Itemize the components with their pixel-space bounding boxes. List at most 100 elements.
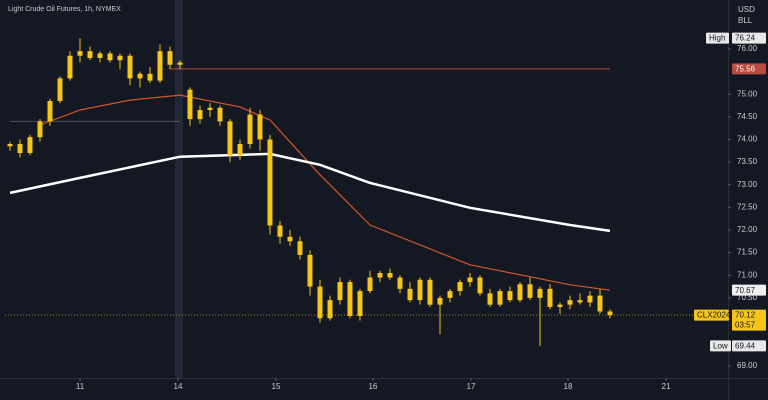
candle-body (137, 73, 143, 79)
high-value-box (732, 32, 766, 44)
low-label-box (710, 340, 731, 352)
x-tick-label: 15 (272, 382, 281, 391)
y-tick-label: 73.50 (737, 157, 758, 166)
y-tick-label: 71.00 (737, 270, 758, 279)
candle-body (287, 236, 293, 242)
last-symbol-box (694, 309, 729, 321)
candle-body (467, 277, 473, 283)
low-label: Low (713, 341, 728, 350)
last-symbol: CLX2024 (697, 311, 731, 320)
y-tick-label: 72.00 (737, 225, 758, 234)
candle-body (177, 62, 183, 65)
candle-body (377, 272, 383, 278)
level-value-box (732, 63, 766, 75)
high-value: 76.24 (735, 34, 756, 43)
candle-body (147, 73, 153, 81)
candle-body (107, 53, 113, 61)
candle-body (417, 279, 423, 301)
candle-body (207, 107, 213, 111)
candle-body (237, 143, 243, 156)
moving-average (9, 152, 611, 233)
session-highlight (175, 0, 183, 378)
candle-body (497, 291, 503, 305)
candle-body (87, 51, 93, 58)
y-tick-label: 71.50 (737, 248, 758, 257)
y-tick-label: 74.00 (737, 135, 758, 144)
candle-body (307, 254, 313, 287)
low-value: 69.44 (735, 341, 756, 350)
candle-body (297, 241, 303, 255)
countdown: 03:57 (735, 321, 756, 330)
candle-body (247, 114, 253, 144)
candle-body (217, 107, 223, 122)
candle-body (567, 300, 573, 305)
ma-value-box (732, 284, 766, 296)
candle-body (577, 300, 583, 303)
candle-body (537, 288, 543, 298)
candle-body (157, 51, 163, 81)
candle-body (457, 282, 463, 292)
candle-body (527, 284, 533, 298)
candle-body (427, 279, 433, 305)
candle-body (557, 304, 563, 307)
y-tick-label: 74.50 (737, 112, 758, 121)
candle-body (37, 121, 43, 138)
candle-body (27, 137, 33, 154)
high-label: High (709, 34, 725, 43)
candle-body (387, 272, 393, 278)
last-value: 70.12 (735, 311, 756, 320)
y-tick-label: 69.00 (737, 361, 758, 370)
level-value: 75.56 (735, 64, 756, 73)
candle-body (7, 143, 13, 147)
candle-body (507, 291, 513, 301)
candle-body (437, 297, 443, 305)
candle-body (67, 55, 73, 79)
candle-body (607, 311, 613, 316)
x-tick-label: 11 (76, 382, 85, 391)
candle-body (277, 225, 283, 237)
y-tick-label: 75.00 (737, 89, 758, 98)
x-tick-label: 21 (662, 382, 671, 391)
high-label-box (706, 32, 729, 44)
last-value-box (732, 309, 766, 321)
x-tick-label: 18 (564, 382, 573, 391)
y-tick-label: 73.00 (737, 180, 758, 189)
candle-body (397, 277, 403, 289)
low-value-box (732, 340, 766, 352)
candle-body (267, 139, 273, 226)
y-tick-label: 76.00 (737, 44, 758, 53)
candle-body (197, 110, 203, 120)
candle-body (47, 100, 53, 122)
x-tick-label: 14 (174, 382, 183, 391)
y-tick-label: 70.50 (737, 293, 758, 302)
candle-body (257, 114, 263, 140)
candle-body (317, 286, 323, 319)
candle-body (587, 295, 593, 303)
candle-body (597, 295, 603, 312)
candle-body (337, 282, 343, 301)
candle-body (187, 89, 193, 120)
x-tick-label: 17 (467, 382, 476, 391)
chart-title: Light Crude Oil Futures, 1h, NYMEX (8, 6, 121, 13)
moving-average (39, 94, 611, 291)
candle-body (127, 55, 133, 79)
candle-body (117, 55, 123, 61)
unit: BLL (738, 16, 753, 25)
candle-body (77, 51, 83, 56)
candle-body (167, 51, 173, 65)
candle-body (487, 293, 493, 305)
candle-body (447, 291, 453, 298)
y-tick-label: 72.50 (737, 202, 758, 211)
currency: USD (738, 5, 755, 14)
candle-body (57, 78, 63, 101)
ma-value: 70.67 (735, 286, 756, 295)
candle-body (477, 277, 483, 294)
candle-body (97, 53, 103, 58)
x-tick-label: 16 (369, 382, 378, 391)
candle-body (547, 288, 553, 307)
candle-body (517, 284, 523, 301)
candle-body (367, 277, 373, 292)
